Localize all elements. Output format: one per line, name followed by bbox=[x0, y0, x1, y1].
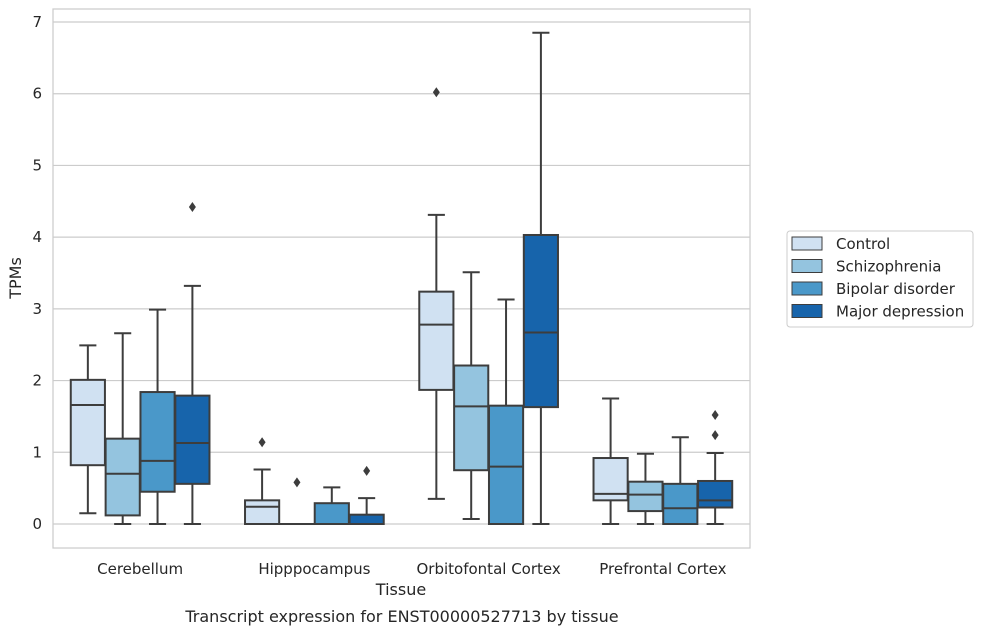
y-tick-label-5: 5 bbox=[32, 156, 42, 174]
legend-label-2: Bipolar disorder bbox=[836, 280, 956, 298]
y-tick-label-1: 1 bbox=[32, 443, 42, 461]
box-rect bbox=[139, 391, 176, 493]
legend-swatch-2 bbox=[791, 281, 823, 296]
box-3-2 bbox=[662, 436, 699, 525]
box-1-0 bbox=[244, 437, 281, 526]
box-rect bbox=[348, 513, 385, 525]
box-0-1 bbox=[104, 332, 141, 525]
y-tick-label-4: 4 bbox=[32, 228, 42, 246]
y-tick-label-2: 2 bbox=[32, 372, 42, 390]
outlier-point-0 bbox=[363, 465, 371, 476]
box-groups bbox=[69, 31, 734, 526]
x-tick-label-0: Cerebellum bbox=[97, 560, 183, 578]
box-rect bbox=[697, 479, 734, 509]
box-rect bbox=[487, 404, 525, 525]
x-tick-label-2: Orbitofontal Cortex bbox=[417, 560, 561, 578]
box-rect bbox=[627, 480, 664, 513]
outlier-point-0 bbox=[711, 430, 719, 441]
box-rect bbox=[453, 364, 490, 472]
legend-label-3: Major depression bbox=[836, 303, 964, 321]
outlier-point-0 bbox=[293, 477, 301, 488]
box-2-1 bbox=[453, 271, 490, 520]
box-rect bbox=[69, 378, 106, 467]
y-tick-label-0: 0 bbox=[32, 515, 42, 533]
box-rect bbox=[313, 502, 350, 525]
x-tick-label-1: Hipppocampus bbox=[258, 560, 370, 578]
legend: Control Schizophrenia Bipolar disorder Majo… bbox=[786, 230, 974, 328]
x-tick-label-3: Prefrontal Cortex bbox=[599, 560, 726, 578]
legend-swatch-1 bbox=[791, 259, 823, 273]
box-2-0 bbox=[418, 87, 455, 500]
box-0-3 bbox=[174, 202, 211, 525]
legend-frame bbox=[786, 230, 974, 328]
y-tick-label-7: 7 bbox=[32, 13, 42, 31]
legend-label-1: Schizophrenia bbox=[836, 258, 941, 276]
box-0-2 bbox=[139, 308, 176, 525]
box-1-2 bbox=[313, 486, 350, 525]
outlier-point-1 bbox=[711, 409, 719, 420]
box-1-1 bbox=[278, 477, 316, 526]
legend-swatch-0 bbox=[791, 236, 823, 251]
x-axis-label: Tissue bbox=[375, 580, 426, 599]
box-rect bbox=[244, 499, 281, 526]
chart-caption: Transcript expression for ENST0000052771… bbox=[184, 607, 618, 626]
legend-label-0: Control bbox=[836, 235, 890, 253]
outlier-point-0 bbox=[432, 87, 440, 98]
box-3-3 bbox=[697, 409, 734, 525]
box-2-2 bbox=[487, 298, 525, 525]
legend-swatch-3 bbox=[791, 304, 823, 318]
box-3-1 bbox=[627, 452, 664, 525]
box-rect bbox=[522, 233, 559, 409]
outlier-point-0 bbox=[188, 202, 196, 213]
x-tick-labels: Cerebellum Hipppocampus Orbitofontal Corte… bbox=[97, 560, 726, 578]
plot-frame bbox=[52, 8, 751, 549]
box-2-3 bbox=[522, 31, 559, 525]
box-1-3 bbox=[348, 465, 385, 525]
y-tick-label-3: 3 bbox=[32, 300, 42, 318]
box-0-0 bbox=[69, 344, 106, 515]
y-axis-label: TPMs bbox=[6, 257, 25, 300]
box-rect bbox=[174, 394, 211, 485]
box-rect bbox=[662, 482, 699, 525]
outlier-point-0 bbox=[258, 437, 266, 448]
box-rect bbox=[104, 437, 141, 517]
y-tick-labels: 0 1 2 3 4 5 6 7 bbox=[32, 13, 42, 533]
box-3-0 bbox=[592, 397, 629, 525]
box-rect bbox=[418, 290, 455, 391]
y-tick-label-6: 6 bbox=[32, 85, 42, 103]
